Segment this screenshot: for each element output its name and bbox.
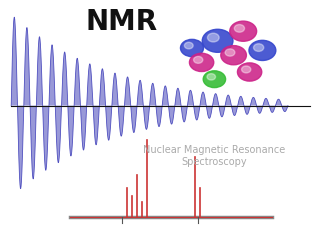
Text: Nuclear Magnetic Resonance
Spectroscopy: Nuclear Magnetic Resonance Spectroscopy xyxy=(143,145,285,167)
Circle shape xyxy=(225,49,235,56)
Circle shape xyxy=(242,66,251,73)
Circle shape xyxy=(194,56,203,63)
Circle shape xyxy=(249,40,276,60)
Circle shape xyxy=(253,44,264,51)
Circle shape xyxy=(202,29,233,52)
Circle shape xyxy=(237,63,262,81)
Circle shape xyxy=(234,24,244,32)
Text: NMR: NMR xyxy=(85,8,158,36)
Circle shape xyxy=(207,74,216,80)
Circle shape xyxy=(203,71,226,88)
Circle shape xyxy=(184,42,193,49)
Circle shape xyxy=(221,46,246,65)
Circle shape xyxy=(189,53,214,72)
Circle shape xyxy=(230,21,257,41)
Circle shape xyxy=(207,33,219,42)
Circle shape xyxy=(180,39,204,57)
